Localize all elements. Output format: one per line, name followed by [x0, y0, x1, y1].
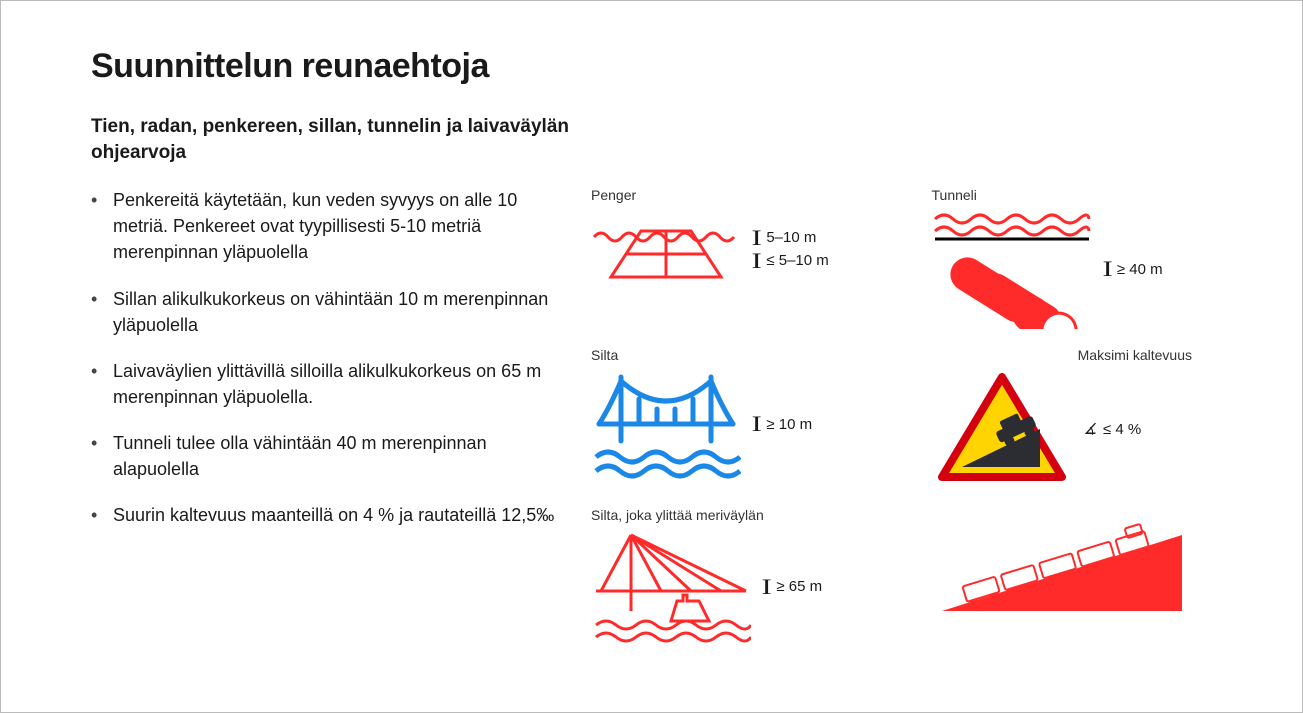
penger-dim-bottom: ≤ 5–10 m	[766, 252, 828, 269]
bullet-column: Penkereitä käytetään, kun veden syvyys o…	[91, 187, 561, 644]
kaltevuus-dim: ≤ 4 %	[1103, 421, 1141, 438]
rail-slope-block	[932, 507, 1233, 644]
bullet-item: Penkereitä käytetään, kun veden syvyys o…	[91, 187, 561, 265]
tunneli-dim: ≥ 40 m	[1117, 261, 1163, 278]
dim-bar-icon: I	[752, 417, 762, 431]
rail-slope-icon	[932, 507, 1192, 617]
penger-icon	[591, 209, 741, 289]
silta-vayla-label: Silta, joka ylittää meriväylän	[591, 507, 892, 523]
silta-block: Silta	[591, 347, 892, 489]
bullet-item: Laivaväylien ylittävillä silloilla aliku…	[91, 358, 561, 410]
kaltevuus-block: Maksimi kaltevuus ∡≤	[932, 347, 1233, 489]
dim-bar-icon: I	[752, 254, 762, 268]
silta-vayla-icon	[591, 529, 751, 644]
kaltevuus-label: Maksimi kaltevuus	[932, 347, 1233, 363]
silta-icon	[591, 369, 741, 479]
page-title: Suunnittelun reunaehtoja	[91, 47, 1232, 86]
kaltevuus-sign-icon	[932, 369, 1072, 489]
bullet-item: Tunneli tulee olla vähintään 40 m merenp…	[91, 430, 561, 482]
tunneli-icon	[932, 209, 1092, 329]
silta-dim: ≥ 10 m	[766, 416, 812, 433]
silta-vayla-block: Silta, joka ylittää meriväylän	[591, 507, 892, 644]
bullet-item: Sillan alikulkukorkeus on vähintään 10 m…	[91, 286, 561, 338]
tunneli-block: Tunneli	[932, 187, 1233, 329]
penger-block: Penger I 5–10 m I ≤ 5–10 m	[591, 187, 892, 329]
content-columns: Penkereitä käytetään, kun veden syvyys o…	[91, 187, 1232, 644]
penger-dim-top: 5–10 m	[766, 229, 816, 246]
silta-label: Silta	[591, 347, 892, 363]
dim-bar-icon: I	[1102, 262, 1112, 276]
dim-bar-icon: I	[762, 580, 772, 594]
diagram-grid: Penger I 5–10 m I ≤ 5–10 m Tunneli	[591, 187, 1232, 644]
bullet-item: Suurin kaltevuus maanteillä on 4 % ja ra…	[91, 502, 561, 528]
tunneli-label: Tunneli	[932, 187, 1233, 203]
penger-label: Penger	[591, 187, 892, 203]
slide: Suunnittelun reunaehtoja Tien, radan, pe…	[0, 0, 1303, 713]
silta-vayla-dim: ≥ 65 m	[776, 578, 822, 595]
angle-icon: ∡	[1084, 420, 1097, 438]
page-subtitle: Tien, radan, penkereen, sillan, tunnelin…	[91, 114, 611, 165]
dim-bar-icon: I	[752, 231, 762, 245]
